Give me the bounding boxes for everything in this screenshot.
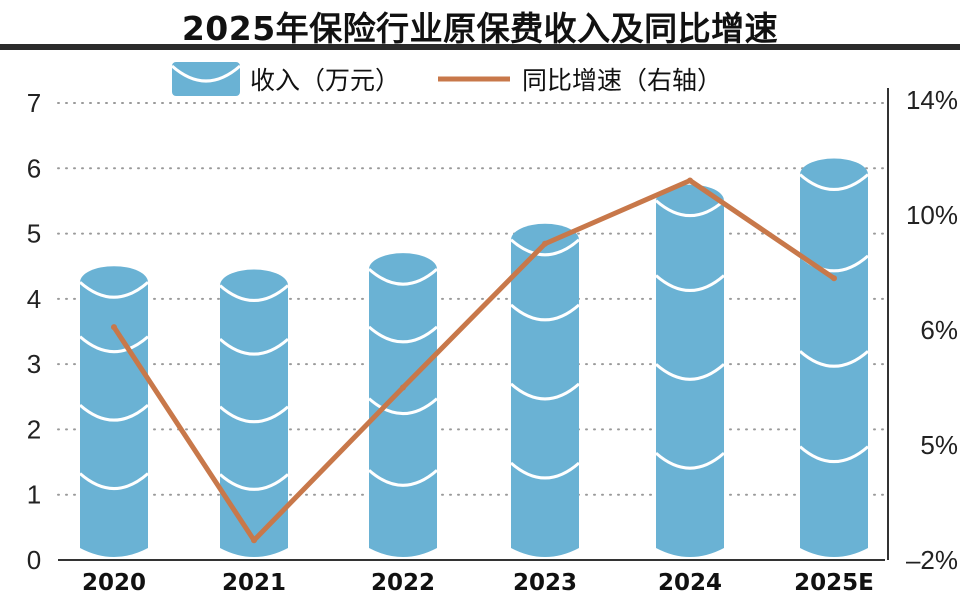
line-point (687, 177, 693, 184)
bar-cap (369, 253, 437, 286)
bar-segment-arc (219, 405, 289, 424)
bar-segment-arc (79, 403, 149, 422)
growth-line (111, 178, 837, 543)
y-right-tick-label: 10% (906, 200, 958, 230)
bar-segment-arc (655, 363, 725, 381)
legend-bar-swatch (172, 62, 240, 96)
y-right-tick-label: 6% (920, 315, 958, 345)
bar (219, 269, 289, 557)
bar (799, 158, 869, 557)
y-left-tick-label: 2 (27, 414, 41, 444)
bar-cap-rim (799, 173, 869, 191)
bar-segment-arc (510, 461, 580, 480)
x-tick-label: 2022 (371, 570, 435, 593)
bar-cap-rim (219, 284, 289, 302)
bar-segment-arc (655, 452, 725, 470)
title-rule (0, 44, 960, 50)
axes: 0 1 2 3 4 5 6 7 –2% 5% 6% 10% 14% 2020 2021 2022 2023 202… (27, 85, 958, 593)
line-point (542, 240, 548, 247)
bar-segment-arc (799, 445, 869, 464)
bar-segment-arc (799, 350, 869, 368)
chart-title: 2025年保险行业原保费收入及同比增速 (181, 9, 779, 48)
bar-cap-rim (368, 268, 438, 286)
legend-label-growth: 同比增速（右轴） (522, 66, 722, 95)
bar-segment-arc (368, 397, 438, 416)
bar-segment-arc (219, 473, 289, 491)
y-right-tick-label: 14% (906, 85, 958, 115)
bar-series (79, 158, 869, 557)
y-left-tick-label: 0 (27, 545, 41, 575)
y-left-tick-label: 1 (27, 480, 41, 510)
bar-segment-arc (510, 303, 580, 322)
bar-segment-arc (368, 469, 438, 487)
bar (79, 266, 149, 557)
bar-segment-arc (655, 274, 725, 292)
bar (655, 184, 725, 557)
bar-cap (511, 223, 579, 256)
y-left-tick-label: 4 (27, 284, 41, 314)
x-tick-label: 2020 (82, 570, 146, 593)
x-tick-label: 2023 (513, 570, 577, 593)
line-point (831, 275, 837, 282)
bar (510, 223, 580, 557)
y-left-tick-label: 7 (27, 88, 41, 118)
grid (57, 102, 886, 496)
line-series (111, 177, 837, 544)
bar-segment-arc (368, 325, 438, 344)
x-tick-label: 2024 (658, 570, 722, 593)
bar-segment-arc (79, 335, 149, 354)
legend: 收入（万元） 同比增速（右轴） (171, 62, 722, 96)
y-left-tick-label: 6 (27, 153, 41, 183)
bar-cap (80, 266, 148, 299)
bar-cap (800, 158, 868, 191)
legend-bar-swatch-arc (171, 64, 241, 83)
bar-cap-rim (79, 281, 149, 299)
bar-cap-rim (510, 238, 580, 257)
bar-segment-arc (510, 382, 580, 401)
y-left-tick-label: 3 (27, 349, 41, 379)
bar-segment-arc (219, 337, 289, 356)
x-tick-label: 2021 (222, 570, 286, 593)
line-point (251, 537, 257, 544)
y-left-tick-label: 5 (27, 219, 41, 249)
bar (368, 253, 438, 557)
bar-cap-rim (655, 199, 725, 218)
bar-segment-arc (79, 472, 149, 491)
y-right-tick-label: 5% (920, 430, 958, 460)
y-right-tick-label: –2% (906, 545, 958, 575)
line-point (400, 384, 406, 391)
bar-cap (220, 269, 288, 302)
x-tick-label: 2025E (794, 570, 874, 593)
legend-label-revenue: 收入（万元） (250, 66, 400, 95)
line-point (111, 324, 117, 331)
